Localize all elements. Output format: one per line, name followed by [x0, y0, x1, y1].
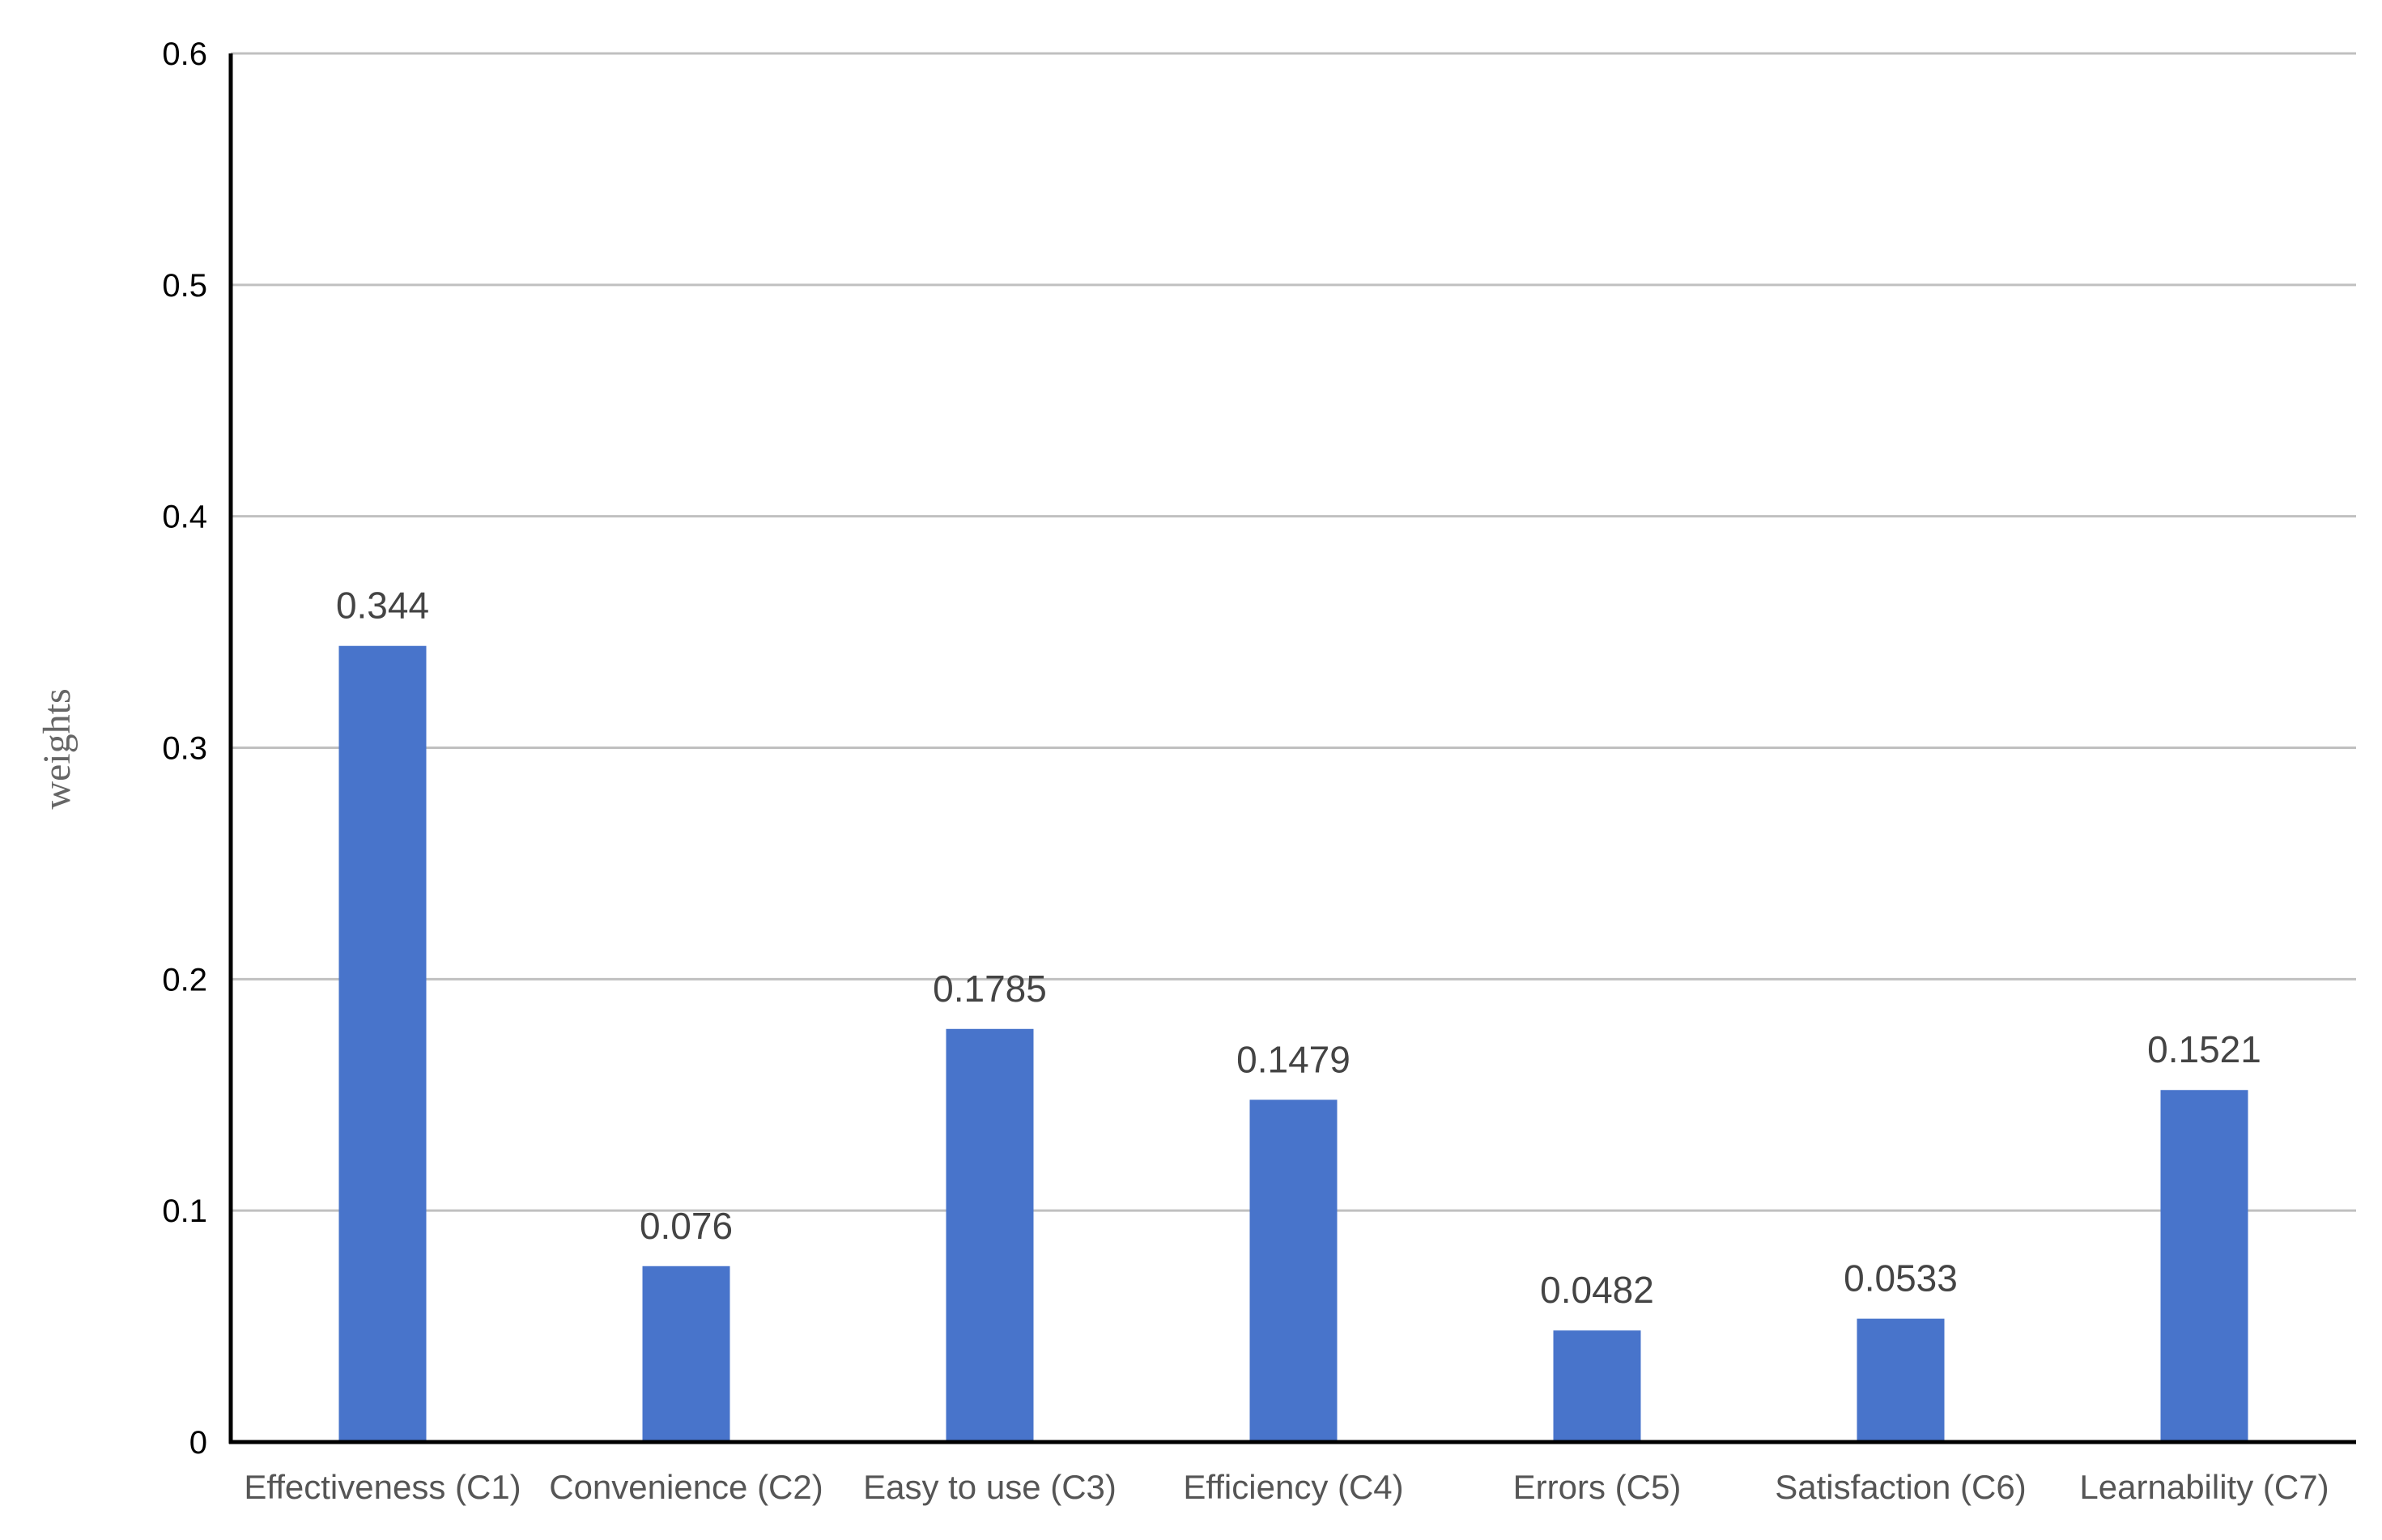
data-labels: 0.344 0.076 0.1785 0.1479 0.0482 0.0533 0.1521 [336, 585, 2261, 1311]
bar [1553, 1330, 1641, 1442]
y-tick-label: 0.6 [162, 36, 207, 72]
x-category-label: Easy to use (C3) [863, 1468, 1117, 1506]
data-label: 0.0482 [1540, 1269, 1654, 1311]
x-category-label: Learnability (C7) [2079, 1468, 2329, 1506]
bars [338, 645, 2248, 1442]
bar [1249, 1100, 1338, 1442]
y-tick-label: 0.3 [162, 731, 207, 767]
data-label: 0.076 [640, 1205, 733, 1247]
y-tick-label: 0.2 [162, 962, 207, 998]
bar [946, 1028, 1034, 1442]
y-tick-labels: 0 0.1 0.2 0.3 0.4 0.5 0.6 [162, 36, 207, 1461]
y-axis-title: weights [36, 688, 79, 809]
data-label: 0.344 [336, 585, 429, 627]
bar [338, 645, 427, 1442]
x-category-label: Effectiveness (C1) [244, 1468, 521, 1506]
bar [1857, 1318, 1945, 1442]
data-label: 0.1521 [2147, 1028, 2261, 1070]
x-category-label: Convenience (C2) [549, 1468, 823, 1506]
y-tick-label: 0.4 [162, 500, 207, 535]
gridlines [231, 52, 2356, 1212]
x-category-label: Efficiency (C4) [1183, 1468, 1403, 1506]
axes [228, 53, 2356, 1444]
bar [2160, 1090, 2248, 1442]
bar [642, 1266, 730, 1442]
data-label: 0.0533 [1844, 1257, 1958, 1300]
x-category-label: Satisfaction (C6) [1775, 1468, 2026, 1506]
y-tick-label: 0 [189, 1425, 207, 1461]
x-category-label: Errors (C5) [1513, 1468, 1682, 1506]
data-label: 0.1479 [1236, 1038, 1351, 1080]
x-category-labels: Effectiveness (C1) Convenience (C2) Easy t… [244, 1468, 2329, 1506]
y-tick-label: 0.1 [162, 1193, 207, 1229]
data-label: 0.1785 [933, 968, 1047, 1010]
y-tick-label: 0.5 [162, 268, 207, 304]
